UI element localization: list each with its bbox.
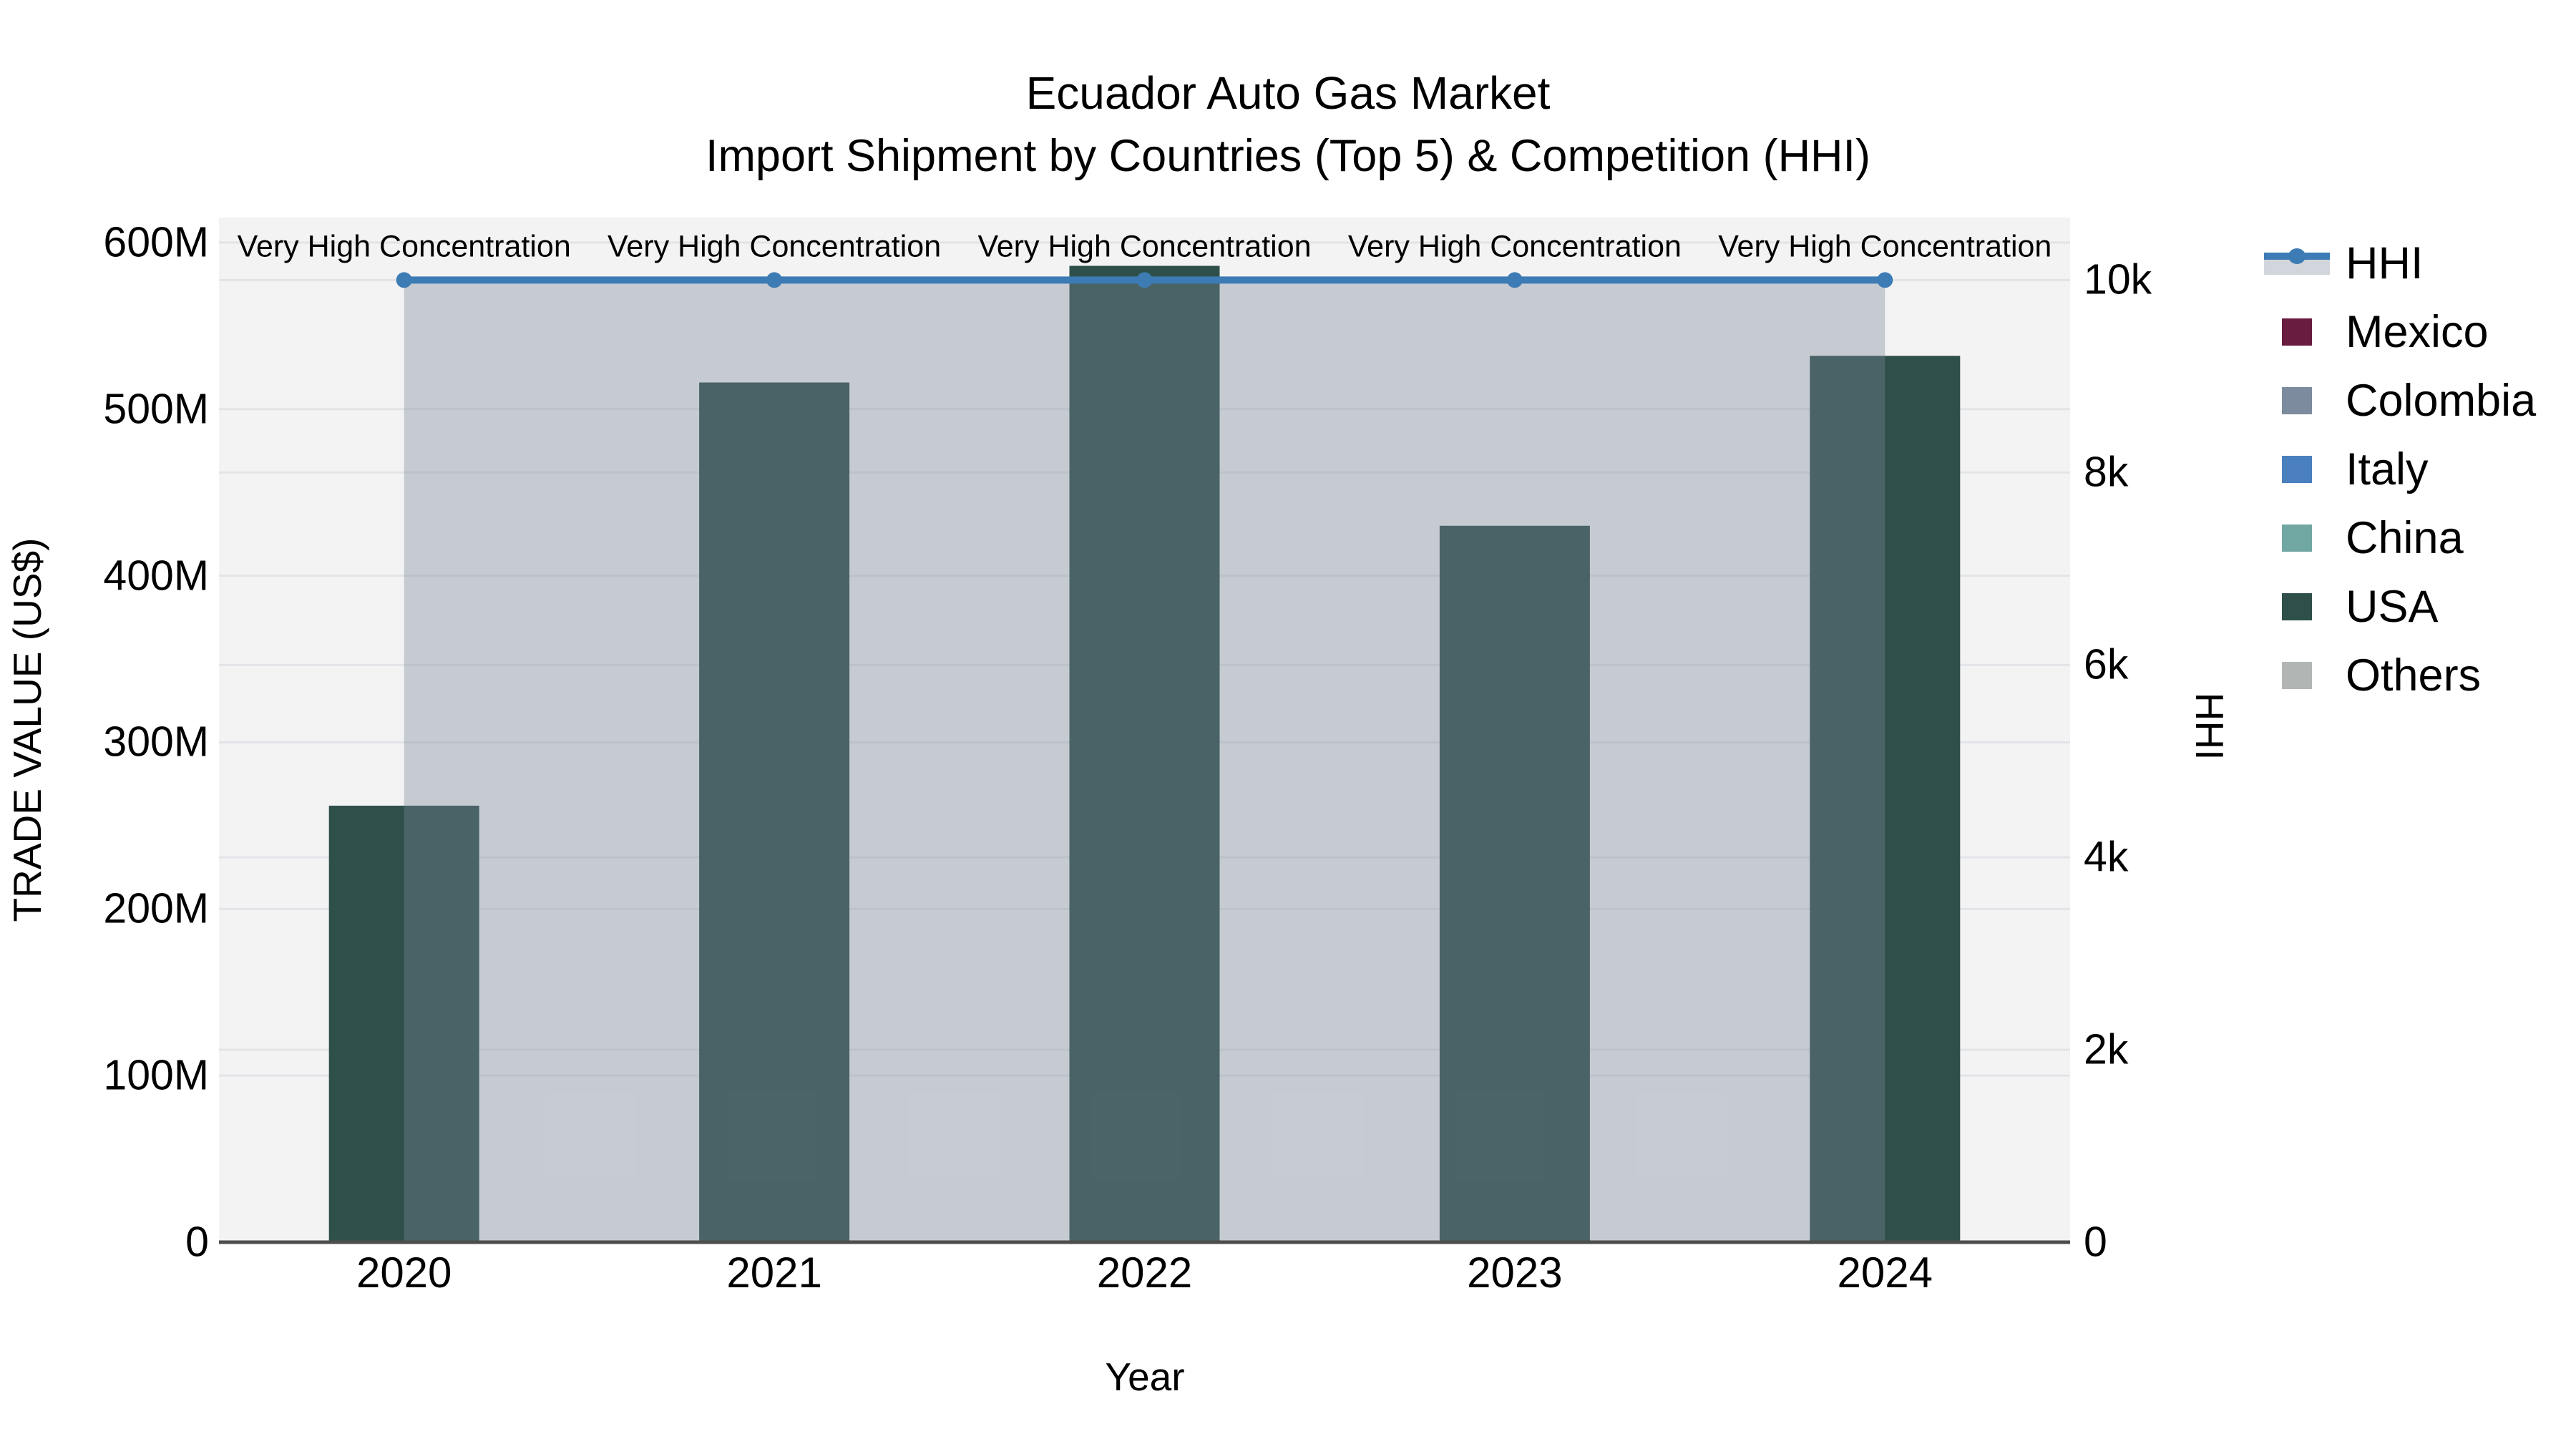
x-axis-line: [219, 1240, 2070, 1244]
y-right-tick-2k: 2k: [2084, 1025, 2129, 1073]
annotation-2020: Very High Concentration: [237, 229, 571, 264]
hhi-area-fill: [404, 280, 1885, 1242]
legend-label-hhi: HHI: [2346, 238, 2424, 288]
y-right-axis-title: HHI: [2187, 692, 2232, 761]
hhi-marker-2023: [1506, 272, 1523, 288]
color-swatch-icon: [2260, 593, 2334, 620]
color-swatch-icon: [2260, 456, 2334, 483]
gridline-left-600: [219, 241, 2070, 244]
legend-item-usa: USA: [2260, 572, 2536, 641]
legend: HHI Mexico Colombia Italy China USA Others: [2260, 229, 2536, 710]
y-right-tick-6k: 6k: [2084, 640, 2129, 688]
legend-item-mexico: Mexico: [2260, 298, 2536, 366]
bar-usa-2023: [1439, 525, 1590, 1242]
annotation-2021: Very High Concentration: [608, 229, 942, 264]
x-tick-2024: 2024: [1837, 1249, 1933, 1297]
x-tick-2020: 2020: [356, 1249, 452, 1297]
x-tick-2023: 2023: [1467, 1249, 1563, 1297]
color-swatch-icon: [2260, 525, 2334, 552]
y-right-tick-8k: 8k: [2084, 448, 2129, 496]
y-left-tick-200M: 200M: [103, 884, 209, 932]
bar-usa-2021: [699, 382, 850, 1242]
legend-item-china: China: [2260, 504, 2536, 572]
legend-label-china: China: [2346, 513, 2464, 563]
legend-item-italy: Italy: [2260, 435, 2536, 504]
y-left-axis-title: TRADE VALUE (US$): [5, 537, 49, 922]
legend-label-colombia: Colombia: [2346, 376, 2537, 426]
bar-usa-2020: [328, 805, 479, 1242]
hhi-marker-2024: [1877, 272, 1893, 288]
hhi-line-icon: [2260, 248, 2334, 275]
x-axis-title: Year: [1105, 1355, 1185, 1399]
annotation-2023: Very High Concentration: [1347, 229, 1682, 264]
hhi-marker-2022: [1136, 272, 1153, 288]
annotation-2022: Very High Concentration: [977, 229, 1312, 264]
color-swatch-icon: [2260, 387, 2334, 414]
color-swatch-icon: [2260, 662, 2334, 689]
y-left-tick-600M: 600M: [103, 218, 209, 266]
y-right-tick-0: 0: [2084, 1218, 2107, 1266]
x-tick-2022: 2022: [1096, 1249, 1193, 1297]
y-left-tick-300M: 300M: [103, 718, 209, 766]
bar-usa-2024: [1810, 356, 1961, 1243]
legend-item-hhi: HHI: [2260, 229, 2536, 298]
y-left-tick-400M: 400M: [103, 552, 209, 600]
legend-label-others: Others: [2346, 650, 2482, 701]
legend-label-italy: Italy: [2346, 444, 2429, 494]
y-right-tick-10k: 10k: [2084, 255, 2152, 303]
legend-item-others: Others: [2260, 641, 2536, 710]
legend-label-mexico: Mexico: [2346, 307, 2489, 357]
hhi-marker-2020: [396, 272, 412, 288]
y-right-tick-4k: 4k: [2084, 833, 2129, 881]
chart-subtitle: Import Shipment by Countries (Top 5) & C…: [705, 131, 1871, 181]
legend-label-usa: USA: [2346, 582, 2439, 632]
y-left-tick-500M: 500M: [103, 385, 209, 433]
y-left-tick-0: 0: [185, 1218, 209, 1266]
x-tick-2021: 2021: [726, 1249, 822, 1297]
annotation-2024: Very High Concentration: [1718, 229, 2052, 264]
bar-usa-2022: [1069, 265, 1220, 1243]
legend-item-colombia: Colombia: [2260, 366, 2536, 435]
color-swatch-icon: [2260, 318, 2334, 346]
chart-title: Ecuador Auto Gas Market: [1025, 67, 1551, 119]
y-left-tick-100M: 100M: [103, 1051, 209, 1099]
hhi-marker-2021: [766, 272, 783, 288]
